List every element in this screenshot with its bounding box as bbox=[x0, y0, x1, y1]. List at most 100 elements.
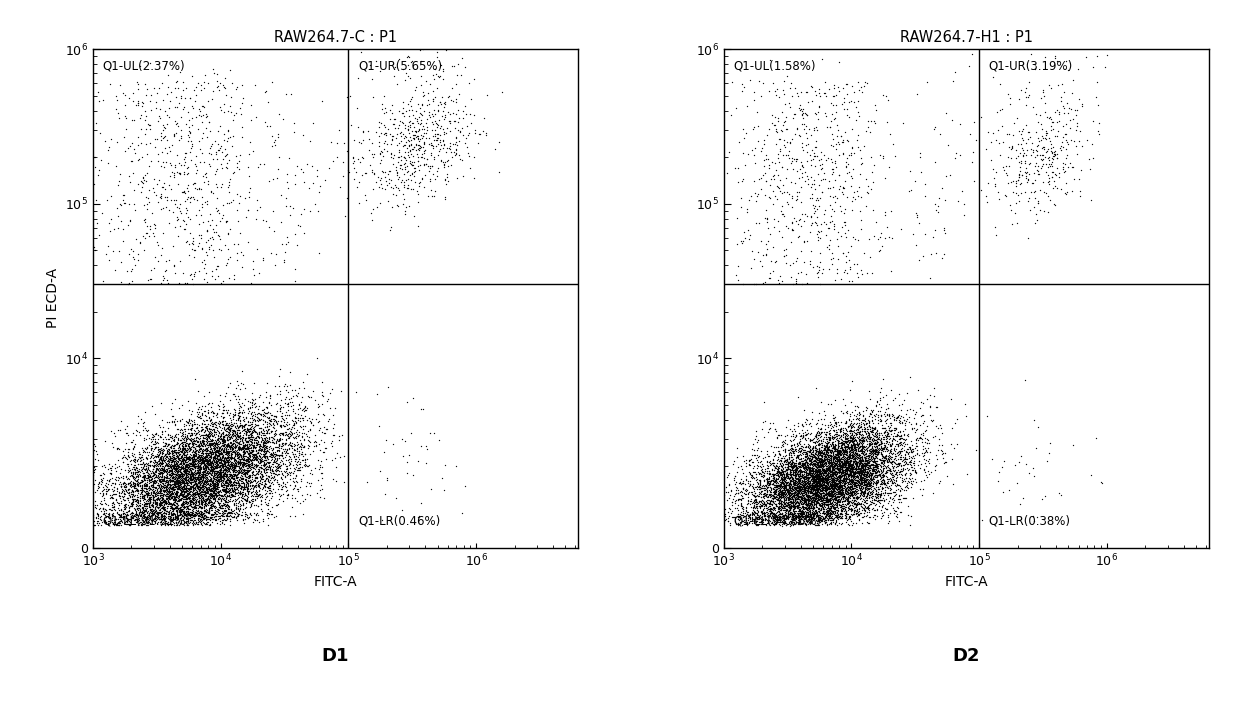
Point bbox=[205, 274, 224, 285]
Point bbox=[838, 435, 858, 446]
Point bbox=[205, 491, 224, 503]
Point bbox=[210, 404, 229, 415]
Point bbox=[795, 496, 815, 507]
Point bbox=[773, 486, 792, 498]
Point bbox=[221, 445, 241, 456]
Point bbox=[808, 473, 828, 484]
Point bbox=[299, 391, 319, 402]
Point bbox=[929, 433, 949, 444]
Point bbox=[212, 484, 232, 496]
Point bbox=[852, 474, 872, 485]
Point bbox=[882, 438, 901, 449]
Point bbox=[224, 449, 244, 460]
Point bbox=[839, 424, 859, 435]
Point bbox=[812, 453, 832, 465]
Point bbox=[787, 461, 807, 472]
Point bbox=[866, 445, 885, 456]
Point bbox=[769, 466, 789, 477]
Point bbox=[877, 454, 897, 465]
Point bbox=[866, 505, 885, 516]
Point bbox=[295, 455, 315, 466]
Point bbox=[796, 502, 816, 513]
Point bbox=[171, 517, 191, 528]
Point bbox=[836, 436, 856, 447]
Point bbox=[218, 451, 238, 463]
Point bbox=[179, 460, 198, 471]
Point bbox=[859, 465, 879, 476]
Point bbox=[858, 488, 878, 499]
Point bbox=[852, 440, 872, 451]
Point bbox=[211, 470, 231, 482]
Point bbox=[828, 437, 848, 449]
Point bbox=[232, 432, 252, 443]
Point bbox=[258, 402, 278, 413]
Point bbox=[211, 140, 231, 151]
Point bbox=[159, 505, 179, 517]
Point bbox=[832, 439, 852, 451]
Point bbox=[779, 453, 799, 465]
Point bbox=[830, 475, 849, 486]
Point bbox=[114, 503, 134, 515]
Point bbox=[229, 444, 249, 455]
Point bbox=[248, 510, 268, 521]
Point bbox=[119, 488, 139, 499]
Point bbox=[133, 503, 153, 515]
Point bbox=[828, 446, 848, 458]
Point bbox=[434, 105, 454, 117]
Point bbox=[795, 489, 815, 500]
Point bbox=[790, 488, 810, 499]
Point bbox=[177, 498, 197, 509]
Point bbox=[246, 449, 265, 460]
Point bbox=[252, 462, 272, 473]
Point bbox=[863, 458, 883, 470]
Point bbox=[753, 482, 773, 494]
Point bbox=[184, 512, 203, 524]
Point bbox=[781, 514, 801, 525]
Point bbox=[134, 478, 154, 489]
Point bbox=[771, 460, 791, 471]
Point bbox=[728, 508, 748, 519]
Point bbox=[422, 150, 441, 161]
Point bbox=[234, 475, 254, 486]
Point bbox=[202, 482, 222, 494]
Point bbox=[227, 204, 247, 216]
Point bbox=[187, 78, 207, 89]
Point bbox=[811, 452, 831, 463]
Point bbox=[745, 494, 765, 505]
Point bbox=[878, 445, 898, 456]
Point bbox=[827, 507, 847, 518]
Point bbox=[764, 418, 784, 429]
Point bbox=[797, 497, 817, 508]
Point bbox=[801, 485, 821, 496]
Point bbox=[174, 445, 193, 456]
Point bbox=[221, 475, 241, 486]
Point bbox=[818, 222, 838, 233]
Point bbox=[854, 457, 874, 468]
Point bbox=[179, 493, 198, 504]
Point bbox=[192, 520, 212, 531]
Point bbox=[776, 509, 796, 520]
Point bbox=[217, 198, 237, 209]
Point bbox=[216, 418, 236, 429]
Point bbox=[751, 470, 771, 481]
Point bbox=[826, 428, 846, 439]
Point bbox=[884, 457, 904, 468]
Point bbox=[269, 459, 289, 470]
Point bbox=[863, 448, 883, 459]
Point bbox=[278, 468, 298, 479]
Point bbox=[816, 472, 836, 484]
Point bbox=[231, 474, 250, 485]
Point bbox=[150, 431, 170, 442]
Point bbox=[870, 477, 890, 489]
Point bbox=[157, 478, 177, 489]
Point bbox=[841, 442, 861, 453]
Point bbox=[210, 417, 229, 428]
Point bbox=[779, 223, 799, 234]
Point bbox=[720, 489, 740, 501]
Point bbox=[269, 459, 289, 470]
Point bbox=[787, 440, 807, 451]
Point bbox=[804, 470, 823, 481]
Point bbox=[206, 445, 226, 456]
Point bbox=[857, 443, 877, 454]
Point bbox=[238, 468, 258, 479]
